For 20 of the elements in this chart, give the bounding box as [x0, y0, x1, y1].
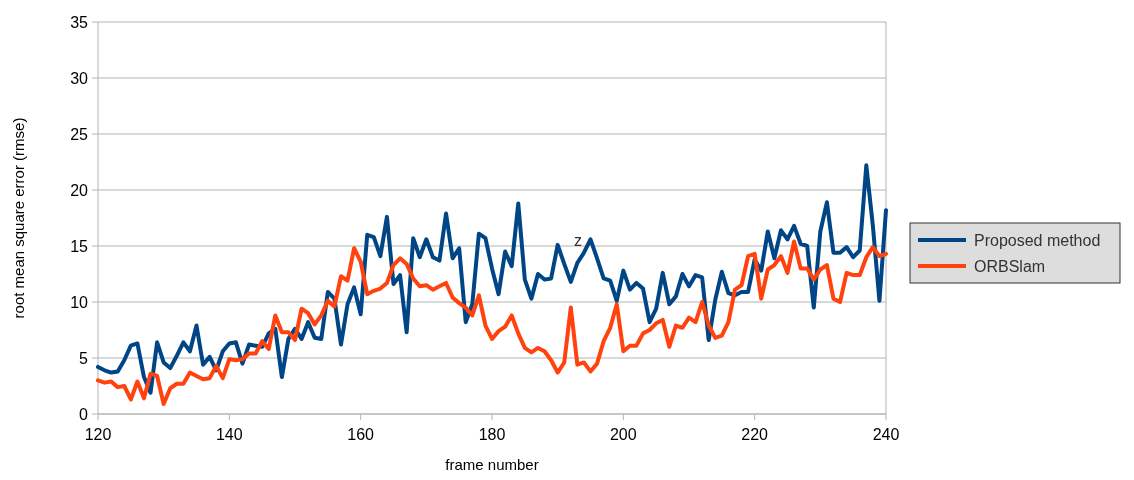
y-tick-label: 25: [70, 125, 89, 143]
x-axis-title: frame number: [445, 456, 539, 473]
y-tick-label: 35: [70, 13, 89, 31]
legend-label: ORBSlam: [974, 257, 1046, 275]
x-tick-label: 120: [84, 426, 112, 443]
legend-label: Proposed method: [974, 231, 1101, 249]
x-tick-label: 240: [872, 426, 900, 443]
y-tick-label: 20: [70, 181, 89, 199]
annotation: z: [574, 232, 582, 249]
y-tick-label: 30: [70, 69, 89, 87]
x-tick-label: 220: [741, 426, 769, 443]
y-tick-label: 0: [79, 405, 89, 423]
x-tick-label: 160: [347, 426, 375, 443]
y-tick-label: 5: [79, 349, 89, 367]
y-axis-title: root mean square error (rmse): [10, 117, 27, 319]
x-tick-label: 200: [609, 426, 637, 443]
x-tick-label: 140: [215, 426, 243, 443]
y-tick-label: 10: [70, 293, 89, 311]
x-tick-label: 180: [478, 426, 506, 443]
y-tick-label: 15: [70, 237, 89, 255]
